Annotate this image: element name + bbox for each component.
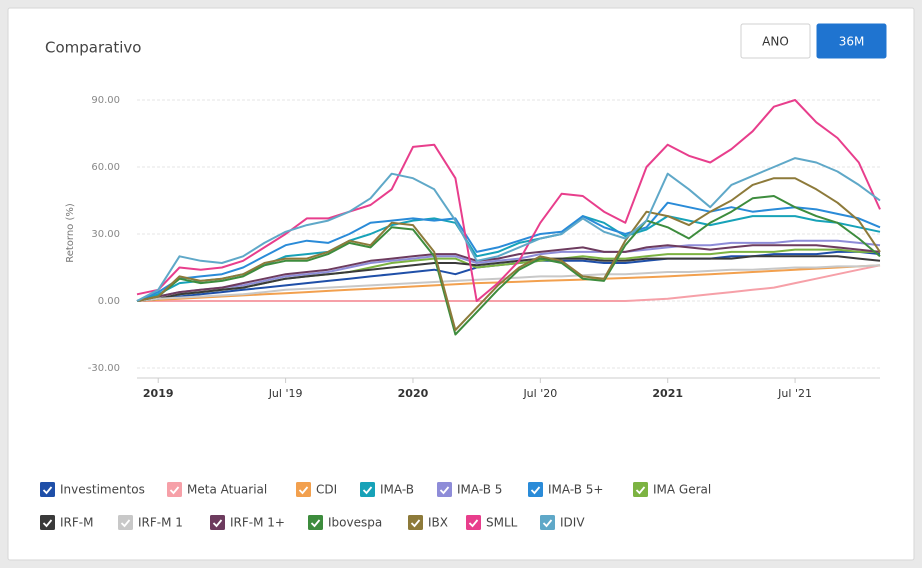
legend-checkbox[interactable] xyxy=(633,482,648,497)
legend-checkbox[interactable] xyxy=(408,515,423,530)
legend-label[interactable]: IRF-M 1+ xyxy=(230,516,285,530)
legend-checkbox[interactable] xyxy=(360,482,375,497)
legend-item[interactable]: CDI xyxy=(296,482,337,497)
legend-item[interactable]: IMA-B 5+ xyxy=(528,482,603,497)
toggle-button[interactable]: 36M xyxy=(816,23,887,59)
x-tick-label: 2020 xyxy=(398,387,429,400)
x-tick-label: 2019 xyxy=(143,387,174,400)
legend-check xyxy=(169,486,180,495)
legend-checkbox[interactable] xyxy=(437,482,452,497)
legend-check xyxy=(530,486,541,495)
legend-checkbox[interactable] xyxy=(466,515,481,530)
series-line xyxy=(136,244,881,302)
legend-checkbox[interactable] xyxy=(210,515,225,530)
series-line xyxy=(136,264,881,302)
legend-item[interactable]: Meta Atuarial xyxy=(167,482,267,497)
legend-item[interactable]: Investimentos xyxy=(40,482,145,497)
legend-check xyxy=(410,519,421,528)
x-tick-label: 2021 xyxy=(652,387,683,400)
legend-label[interactable]: CDI xyxy=(316,483,337,497)
button-bg[interactable] xyxy=(816,23,887,59)
legend-check xyxy=(635,486,646,495)
legend-checkbox[interactable] xyxy=(296,482,311,497)
legend-check xyxy=(212,519,223,528)
legend-label[interactable]: IMA-B xyxy=(380,483,414,497)
legend-check xyxy=(310,519,321,528)
x-tick-label: Jul '20 xyxy=(522,387,557,400)
legend-item[interactable]: SMLL xyxy=(466,515,518,530)
legend-item[interactable]: IRF-M xyxy=(40,515,93,530)
legend-label[interactable]: IBX xyxy=(428,516,448,530)
legend-label[interactable]: IDIV xyxy=(560,516,585,530)
legend-checkbox[interactable] xyxy=(528,482,543,497)
series-line xyxy=(136,201,881,302)
legend-check xyxy=(42,519,53,528)
legend-check xyxy=(298,486,309,495)
legend-checkbox[interactable] xyxy=(40,482,55,497)
legend-label[interactable]: IMA Geral xyxy=(653,483,711,497)
legend-item[interactable]: IMA Geral xyxy=(633,482,711,497)
series-line xyxy=(136,255,881,302)
legend-item[interactable]: IMA-B 5 xyxy=(437,482,502,497)
legend-label[interactable]: IRF-M xyxy=(60,516,93,530)
legend-label[interactable]: Investimentos xyxy=(60,483,145,497)
legend-label[interactable]: IRF-M 1 xyxy=(138,516,183,530)
y-tick-label: 60.00 xyxy=(91,162,120,173)
legend-checkbox[interactable] xyxy=(118,515,133,530)
button-label[interactable]: ANO xyxy=(762,35,789,49)
legend-item[interactable]: IBX xyxy=(408,515,448,530)
series-line xyxy=(137,264,881,302)
series-line xyxy=(136,157,881,302)
legend-checkbox[interactable] xyxy=(308,515,323,530)
legend-checkbox[interactable] xyxy=(40,515,55,530)
legend-item[interactable]: IRF-M 1+ xyxy=(210,515,285,530)
legend-label[interactable]: IMA-B 5+ xyxy=(548,483,603,497)
legend-item[interactable]: IDIV xyxy=(540,515,585,530)
x-tick-label: Jul '19 xyxy=(268,387,303,400)
chart-title: Comparativo xyxy=(45,39,141,57)
legend-check xyxy=(439,486,450,495)
y-axis-label: Retorno (%) xyxy=(65,203,76,263)
legend-check xyxy=(120,519,131,528)
legend-checkbox[interactable] xyxy=(540,515,555,530)
legend-label[interactable]: Meta Atuarial xyxy=(187,483,267,497)
legend-item[interactable]: IMA-B xyxy=(360,482,414,497)
legend-checkbox[interactable] xyxy=(167,482,182,497)
legend-label[interactable]: SMLL xyxy=(486,516,518,530)
y-tick-label: 0.00 xyxy=(98,296,120,307)
legend-label[interactable]: Ibovespa xyxy=(328,516,382,530)
series-line xyxy=(136,239,881,302)
y-tick-label: 30.00 xyxy=(91,229,120,240)
y-tick-label: 90.00 xyxy=(91,95,120,106)
series-line xyxy=(136,195,881,336)
legend-label[interactable]: IMA-B 5 xyxy=(457,483,502,497)
toggle-button[interactable]: ANO xyxy=(740,23,811,59)
series-line xyxy=(136,264,881,302)
legend-check xyxy=(362,486,373,495)
button-bg[interactable] xyxy=(740,23,811,59)
series-line xyxy=(136,177,881,331)
series-line xyxy=(136,99,881,302)
legend-item[interactable]: IRF-M 1 xyxy=(118,515,183,530)
x-tick-label: Jul '21 xyxy=(777,387,812,400)
legend-item[interactable]: Ibovespa xyxy=(308,515,382,530)
legend-check xyxy=(542,519,553,528)
y-tick-label: -30.00 xyxy=(88,363,120,374)
legend-check xyxy=(42,486,53,495)
button-label[interactable]: 36M xyxy=(839,35,865,49)
legend-check xyxy=(468,519,479,528)
